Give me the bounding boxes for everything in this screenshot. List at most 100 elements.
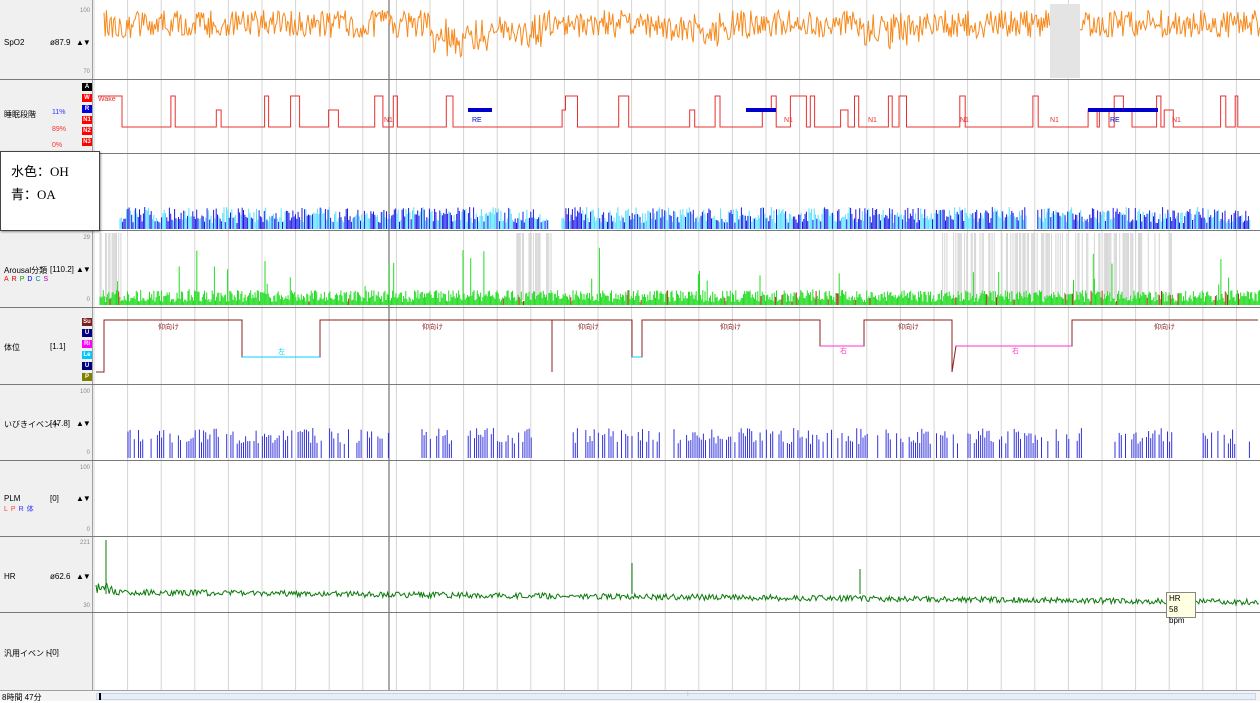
spo2-artifact-region [1050,4,1080,78]
stage-code-n1: N1 [82,116,92,124]
rem-segment [468,108,492,112]
spo2-trace [103,8,1260,58]
channel-sidebar [0,0,93,690]
position-segment-text: 左 [278,347,285,356]
position-segment-text: 右 [1012,346,1019,355]
plm-scale-bottom: 0 [86,527,90,533]
hypnogram-stage-text: N1 [1050,117,1059,124]
sleep-stage-label[interactable]: 睡眠段階 [4,110,36,119]
arousal-scale-bottom: 0 [86,297,90,303]
arousal-scale-top: 29 [83,235,90,241]
scroll-position-marker[interactable] [99,693,101,700]
arousal-type-s: S [43,276,50,283]
plm-scale-top: 100 [79,465,90,471]
n2-percent: 0% [52,142,63,149]
position-segment-text: 仰向け [158,322,179,331]
stage-code-w: W [82,94,92,102]
row-divider [0,153,1260,154]
rem-segment [1088,108,1158,112]
row-divider [0,384,1260,385]
position-segment-text: 仰向け [720,322,741,331]
n1-percent: 89% [52,126,67,133]
arousal-type-a: A [4,276,10,283]
snore-label[interactable]: いびきイベント [4,420,60,429]
row-divider [0,460,1260,461]
position-segment-text: 右 [840,346,847,355]
rem-percent: 11% [52,109,66,116]
position-code-le: Le [82,351,92,359]
spo2-label[interactable]: SpO2 [4,38,25,47]
stage-code-r: R [82,105,92,113]
hypnogram-stage-text: RE [472,117,482,124]
hr-trace [95,582,1259,607]
position-code-u: U [82,362,92,370]
plm-scale-arrows[interactable]: ▲▼ [76,494,91,503]
arousal-type-r: R [11,276,18,283]
hr-tooltip-value: 58 bpm [1169,605,1185,625]
row-divider [0,307,1260,308]
snore-scale-bottom: 0 [86,450,90,456]
spo2-scale-arrows[interactable]: ▲▼ [76,38,91,47]
hypnogram-stage-text: N1 [960,117,969,124]
row-divider [0,612,1260,613]
position-segment-text: 仰向け [578,322,599,331]
generic-event-value: [0] [50,648,59,657]
hypnogram-stage-text: RE [1110,117,1120,124]
position-segment-text: 仰向け [1154,322,1175,331]
plm-body-tag: 体 [26,506,35,513]
hypnogram-stage-text: N1 [784,117,793,124]
snore-scale-top: 100 [79,389,90,395]
hr-tooltip: HR 58 bpm [1166,592,1196,625]
spo2-scale-bottom: 70 [83,69,90,75]
hypnogram-stage-text: N1 [868,117,877,124]
position-code-p: P [82,373,92,381]
row-divider [0,79,1260,80]
plm-value: [0] [50,494,59,503]
legend-note-box: 水色：OH 青：OA [0,151,100,231]
arousal-type-d: D [27,276,34,283]
position-trace [96,319,1258,373]
position-segment-text: 仰向け [898,322,919,331]
snore-scale-arrows[interactable]: ▲▼ [76,419,91,428]
hr-scale-arrows[interactable]: ▲▼ [76,572,91,581]
position-segment-text: 仰向け [422,322,443,331]
plm-label[interactable]: PLM [4,494,21,503]
rem-segment [746,108,776,112]
arousal-type-c: C [35,276,42,283]
stage-code-n2: N2 [82,127,92,135]
plm-p-tag: P [10,506,17,513]
recording-duration: 8時間 47分 [2,693,42,702]
stage-code-a: A [82,83,92,91]
arousal-value: [110.2] [50,265,74,274]
generic-event-label[interactable]: 汎用イベント [4,649,52,658]
position-code-u: U [82,329,92,337]
snore-value: [47.8] [50,419,71,428]
hypnogram-stage-text: N1 [1172,117,1181,124]
arousal-scale-arrows[interactable]: ▲▼ [76,265,91,274]
arousal-type-p: P [19,276,26,283]
note-oh-line: 水色：OH [11,164,69,179]
spo2-scale-top: 100 [79,8,90,14]
spo2-average: ø87.9 [50,38,71,47]
hr-tooltip-title: HR [1169,594,1181,603]
position-label[interactable]: 体位 [4,343,20,352]
timeline-scrollbar[interactable]: ⁞ [96,692,1256,700]
scroll-grip-icon[interactable]: ⁞ [687,692,689,698]
position-code-ri: Ri [82,340,92,348]
hypnogram-stage-text: N1 [384,117,393,124]
hypnogram-stage-text: Wake [98,96,116,103]
arousal-label[interactable]: Arousal分類 [4,266,48,275]
hr-average: ø62.6 [50,572,71,581]
plm-r-tag: R [18,506,25,513]
plm-l-tag: L [4,506,9,513]
hr-label[interactable]: HR [4,572,16,581]
hr-scale-top: 221 [79,540,90,546]
hr-scale-bottom: 30 [83,603,90,609]
row-divider [0,230,1260,231]
stage-code-n3: N3 [82,138,92,146]
position-code-su: Su [82,318,92,326]
